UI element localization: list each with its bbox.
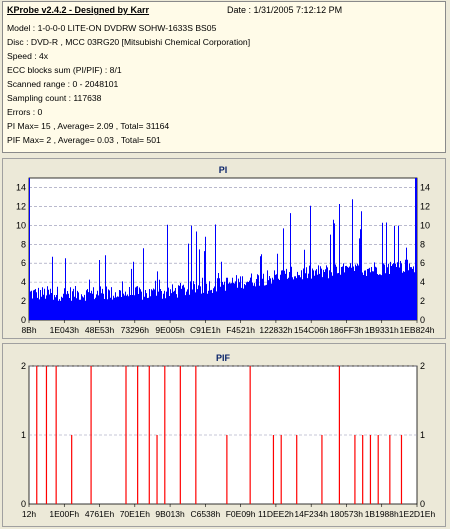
pi-bars xyxy=(29,178,417,320)
x-tick-label: 8Bh xyxy=(21,325,36,335)
y-tick-left: 8 xyxy=(21,239,26,249)
x-tick-label: 9B013h xyxy=(155,509,185,519)
pi-bar-series xyxy=(29,178,417,320)
x-tick-label: 154C06h xyxy=(294,325,329,335)
pi-chart-panel: PI 0 0 2 2 4 4 6 6 8 8 10 10 12 12 14 14 8Bh 1E043h 48E53h 7… xyxy=(2,158,446,339)
y-tick-left: 1 xyxy=(21,430,26,440)
y-tick-left: 4 xyxy=(21,277,26,287)
x-tick-label: 1B1988h xyxy=(365,509,399,519)
y-tick-right: 8 xyxy=(420,239,425,249)
x-tick-label: 122832h xyxy=(259,325,292,335)
y-tick-left: 14 xyxy=(16,182,26,192)
info-line-speed: Speed : 4x xyxy=(7,51,49,61)
y-tick-left: 12 xyxy=(16,201,26,211)
info-line-ecc: ECC blocks sum (PI/PIF) : 8/1 xyxy=(7,65,122,75)
x-tick-label: 1E00Fh xyxy=(49,509,79,519)
pi-chart: PI 0 0 2 2 4 4 6 6 8 8 10 10 12 12 14 14 8Bh 1E043h 48E53h 7… xyxy=(16,165,435,335)
x-tick-label: 180573h xyxy=(330,509,363,519)
y-tick-right: 12 xyxy=(420,201,430,211)
x-tick-label: 1B9331h xyxy=(365,325,399,335)
x-tick-label: 1E2D1Eh xyxy=(399,509,436,519)
x-tick-label: C6538h xyxy=(190,509,220,519)
info-line-model: Model : 1-0-0-0 LITE-ON DVDRW SOHW-1633S… xyxy=(7,23,217,33)
x-tick-label: 70E1Eh xyxy=(120,509,151,519)
x-tick-label: 9E005h xyxy=(155,325,185,335)
info-line-pif-stats: PIF Max= 2 , Average= 0.03 , Total= 501 xyxy=(7,135,161,145)
x-tick-label: C91E1h xyxy=(190,325,221,335)
x-tick-label: 48E53h xyxy=(85,325,115,335)
y-tick-left: 0 xyxy=(21,499,26,509)
y-tick-right: 2 xyxy=(420,361,425,371)
x-tick-label: F4521h xyxy=(226,325,255,335)
y-tick-left: 0 xyxy=(21,315,26,325)
plot-area xyxy=(28,365,418,505)
y-tick-right: 1 xyxy=(420,430,425,440)
y-tick-right: 6 xyxy=(420,258,425,268)
x-tick-label: 186FF3h xyxy=(329,325,363,335)
y-tick-right: 14 xyxy=(420,182,430,192)
chart-title: PI xyxy=(219,165,228,175)
x-tick-label: 4761Eh xyxy=(85,509,115,519)
y-tick-left: 2 xyxy=(21,361,26,371)
x-tick-label: 1E043h xyxy=(50,325,80,335)
x-tick-label: 73296h xyxy=(121,325,150,335)
pif-chart-panel: PIF 0 0 1 1 2 2 12h 1E00Fh 4761Eh 70E1Eh 9B013h C653… xyxy=(2,343,446,527)
y-tick-right: 4 xyxy=(420,277,425,287)
app-title: KProbe v2.4.2 - Designed by Karr xyxy=(7,5,150,15)
x-tick-label: F0E09h xyxy=(226,509,256,519)
info-line-range: Scanned range : 0 - 2048101 xyxy=(7,79,119,89)
scan-date: Date : 1/31/2005 7:12:12 PM xyxy=(227,5,343,15)
y-tick-left: 2 xyxy=(21,296,26,306)
info-line-pi-stats: PI Max= 15 , Average= 2.09 , Total= 3116… xyxy=(7,121,170,131)
pif-bars xyxy=(36,366,403,504)
info-line-sampling: Sampling count : 117638 xyxy=(7,93,102,103)
y-tick-right: 0 xyxy=(420,315,425,325)
info-line-errors: Errors : 0 xyxy=(7,107,43,117)
y-tick-left: 10 xyxy=(16,220,26,230)
y-tick-right: 10 xyxy=(420,220,430,230)
chart-title: PIF xyxy=(216,353,231,363)
y-tick-right: 0 xyxy=(420,499,425,509)
info-line-disc: Disc : DVD-R , MCC 03RG20 [Mitsubishi Ch… xyxy=(7,37,251,47)
x-tick-label: 14F234h xyxy=(294,509,328,519)
pif-chart: PIF 0 0 1 1 2 2 12h 1E00Fh 4761Eh 70E1Eh 9B013h C653… xyxy=(21,353,436,519)
x-tick-label: 1EB824h xyxy=(400,325,435,335)
y-tick-left: 6 xyxy=(21,258,26,268)
x-tick-label: 12h xyxy=(22,509,36,519)
x-tick-label: 11DEE2h xyxy=(258,509,294,519)
info-panel: KProbe v2.4.2 - Designed by Karr Date : … xyxy=(2,1,446,153)
y-tick-right: 2 xyxy=(420,296,425,306)
